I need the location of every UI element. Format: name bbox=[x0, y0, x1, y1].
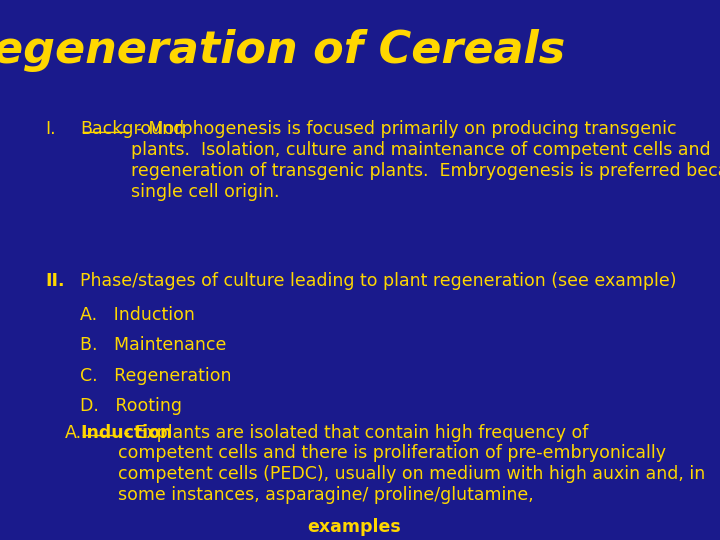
Text: Regeneration of Cereals: Regeneration of Cereals bbox=[0, 29, 565, 72]
Text: - Explants are isolated that contain high frequency of
competent cells and there: - Explants are isolated that contain hig… bbox=[119, 423, 706, 504]
Text: Background: Background bbox=[81, 120, 185, 138]
Text: C.   Regeneration: C. Regeneration bbox=[81, 367, 232, 384]
Text: I.: I. bbox=[45, 120, 55, 138]
Text: II.: II. bbox=[45, 272, 64, 290]
Text: A.: A. bbox=[65, 423, 82, 442]
Text: A.   Induction: A. Induction bbox=[81, 306, 195, 324]
Text: Phase/stages of culture leading to plant regeneration (see example): Phase/stages of culture leading to plant… bbox=[81, 272, 677, 290]
Text: Induction: Induction bbox=[81, 423, 173, 442]
Text: B.   Maintenance: B. Maintenance bbox=[81, 336, 227, 354]
Text: D.   Rooting: D. Rooting bbox=[81, 397, 182, 415]
Text: examples: examples bbox=[307, 518, 401, 536]
Text: - Morphogenesis is focused primarily on producing transgenic
plants.  Isolation,: - Morphogenesis is focused primarily on … bbox=[131, 120, 720, 201]
